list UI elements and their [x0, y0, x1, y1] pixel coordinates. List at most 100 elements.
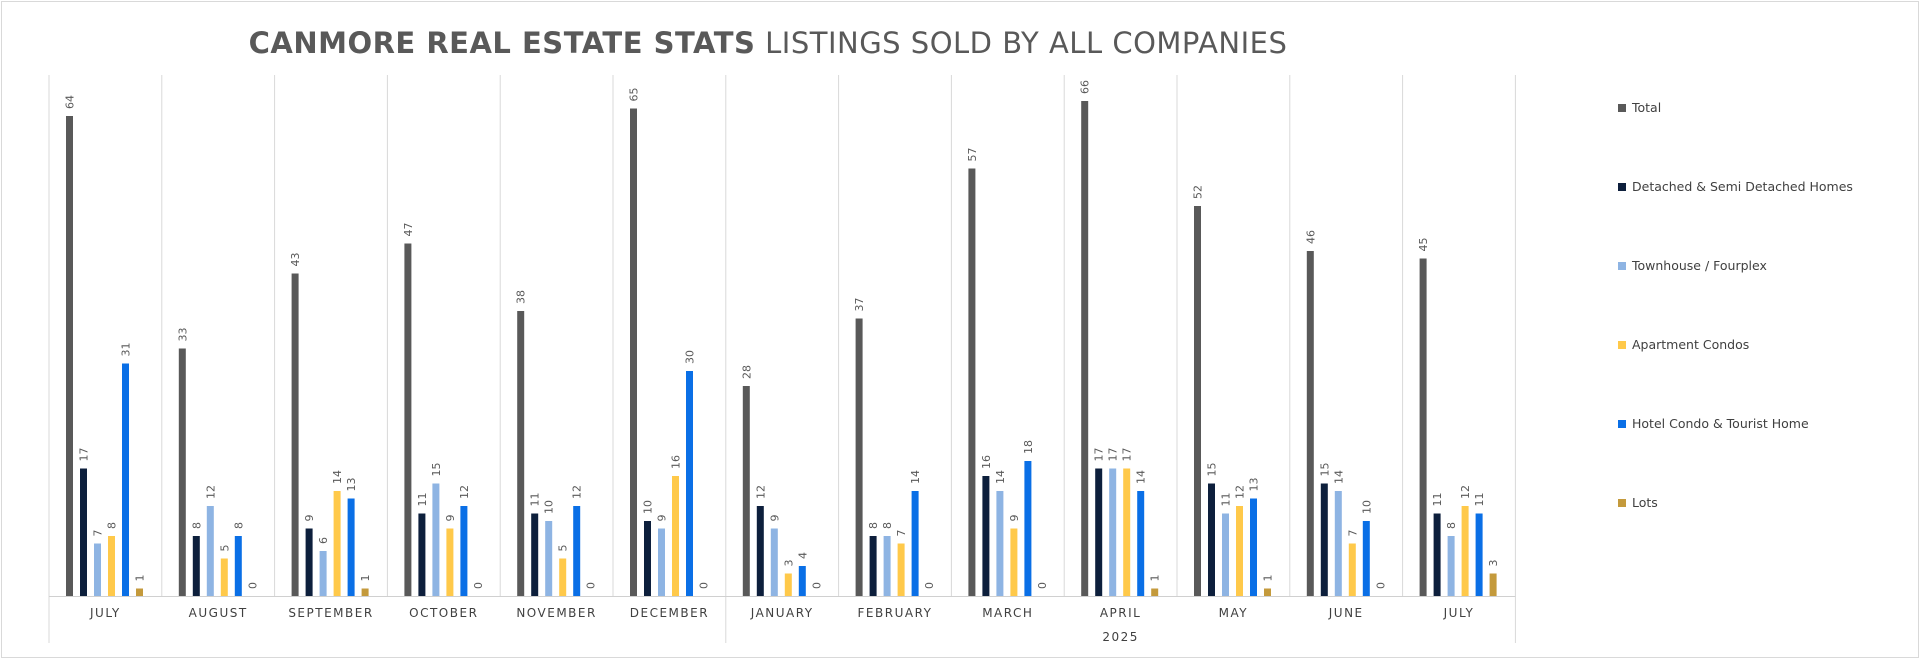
bar: [1095, 468, 1103, 596]
legend-item: Townhouse / Fourplex: [1618, 258, 1767, 273]
bar: [361, 588, 369, 596]
bar: [517, 311, 525, 596]
data-label: 1: [359, 575, 372, 582]
bar: [80, 468, 87, 596]
x-tick-label: APRIL: [1100, 606, 1142, 620]
data-label: 65: [628, 88, 641, 102]
bar: [1447, 536, 1455, 596]
data-label: 5: [218, 545, 231, 552]
data-label: 12: [204, 485, 217, 499]
data-label: 52: [1192, 185, 1205, 199]
data-label: 12: [1459, 485, 1472, 499]
bar: [1208, 483, 1215, 596]
data-label: 0: [1374, 582, 1387, 589]
legend-label: Lots: [1632, 495, 1658, 510]
legend-item: Detached & Semi Detached Homes: [1618, 179, 1853, 194]
x-tick-label: JULY: [89, 606, 121, 620]
x-tick-label: JULY: [1443, 606, 1475, 620]
data-label: 14: [1332, 470, 1345, 484]
bar: [1264, 588, 1271, 596]
data-label: 8: [881, 522, 894, 529]
bar: [1334, 491, 1342, 596]
data-label: 43: [289, 253, 302, 267]
x-tick-label: JUNE: [1328, 606, 1364, 620]
data-label: 8: [867, 522, 880, 529]
legend-swatch: [1618, 419, 1626, 428]
bar: [883, 536, 891, 596]
data-label: 9: [656, 515, 669, 522]
data-label: 10: [1360, 500, 1373, 514]
bar: [333, 491, 341, 596]
data-label: 12: [1234, 485, 1247, 499]
legend-label: Apartment Condos: [1632, 337, 1750, 352]
data-label: 0: [1036, 582, 1049, 589]
bar: [869, 536, 877, 596]
data-label: 15: [430, 463, 443, 477]
bar: [770, 528, 778, 596]
bar: [531, 513, 539, 596]
x-tick-label: SEPTEMBER: [288, 606, 373, 620]
bar: [1081, 101, 1089, 596]
bar: [1137, 491, 1145, 596]
legend-swatch: [1618, 103, 1626, 112]
data-label: 11: [1220, 493, 1233, 507]
data-label: 12: [458, 485, 471, 499]
bar: [644, 521, 651, 596]
data-label: 8: [1445, 522, 1458, 529]
bar: [418, 513, 426, 596]
data-label: 6: [317, 537, 330, 544]
legend-item: Lots: [1618, 495, 1658, 510]
legend-item: Apartment Condos: [1618, 337, 1749, 352]
data-label: 15: [1206, 463, 1219, 477]
data-label: 64: [64, 95, 77, 109]
data-label: 12: [571, 485, 584, 499]
bar: [897, 543, 905, 596]
data-label: 14: [909, 470, 922, 484]
data-label: 11: [416, 493, 429, 507]
bar: [94, 543, 101, 596]
data-label: 0: [585, 582, 598, 589]
data-label: 0: [810, 582, 823, 589]
bar: [798, 566, 806, 596]
bar: [136, 588, 143, 596]
bar: [234, 536, 242, 596]
data-label: 8: [232, 522, 245, 529]
data-label: 17: [78, 448, 91, 462]
legend-label: Townhouse / Fourplex: [1632, 258, 1767, 273]
data-label: 0: [698, 582, 711, 589]
data-label: 14: [331, 470, 344, 484]
data-label: 7: [1346, 530, 1359, 537]
bar: [206, 506, 214, 596]
data-label: 5: [557, 545, 570, 552]
x-tick-label: AUGUST: [189, 606, 248, 620]
data-label: 31: [120, 343, 133, 357]
bar: [122, 363, 129, 596]
legend-swatch: [1618, 340, 1626, 349]
data-label: 33: [176, 328, 189, 342]
data-label: 0: [246, 582, 259, 589]
bar: [982, 476, 990, 596]
bar: [305, 528, 313, 596]
bar: [1151, 588, 1159, 596]
bar: [658, 528, 665, 596]
bar: [66, 116, 73, 596]
bar: [192, 536, 200, 596]
x-tick-label: DECEMBER: [630, 606, 709, 620]
data-label: 1: [1262, 575, 1275, 582]
data-label: 7: [895, 530, 908, 537]
data-label: 9: [1008, 515, 1021, 522]
data-label: 17: [1093, 448, 1106, 462]
bar: [1362, 521, 1370, 596]
x-tick-label: OCTOBER: [409, 606, 478, 620]
data-label: 14: [994, 470, 1007, 484]
x-tick-label: FEBRUARY: [858, 606, 933, 620]
data-label: 45: [1417, 238, 1430, 252]
legend-swatch: [1618, 498, 1626, 507]
data-label: 1: [134, 575, 147, 582]
data-label: 57: [966, 148, 979, 162]
bar: [545, 521, 553, 596]
legend-swatch: [1618, 261, 1626, 270]
bar: [347, 498, 355, 596]
data-label: 14: [1135, 470, 1148, 484]
data-label: 11: [529, 493, 542, 507]
